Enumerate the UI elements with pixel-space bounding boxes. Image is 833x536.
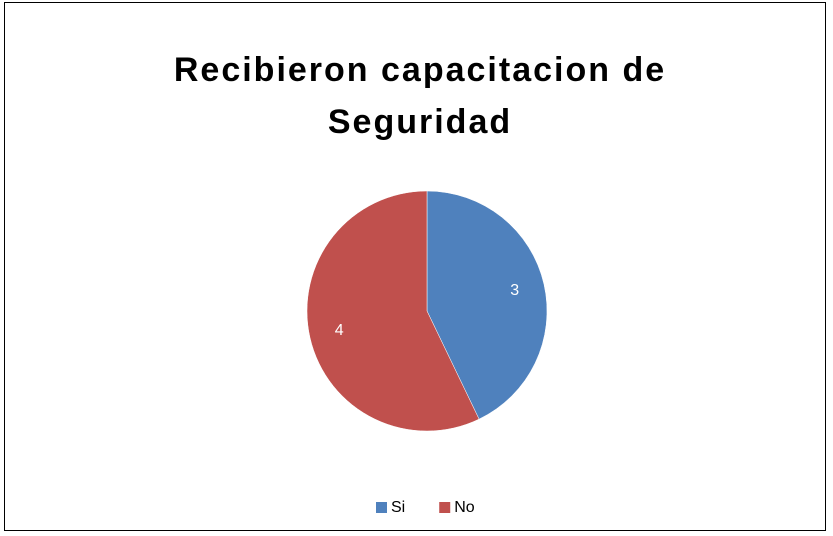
data-label: 4 [335,322,344,339]
data-label: 3 [510,282,519,299]
legend-swatch [439,502,451,513]
chart-frame [4,2,826,531]
chart-title: Recibieron capacitacion de Seguridad [173,51,667,141]
legend-label: No [454,499,475,516]
legend-label: Si [391,499,405,516]
legend-swatch [376,502,387,513]
pie-slice [306,190,480,432]
pie-slice [426,190,548,420]
